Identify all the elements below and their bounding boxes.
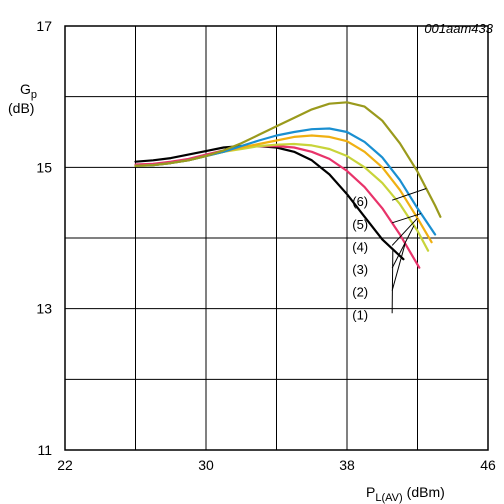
x-tick-label: 46 xyxy=(480,457,496,473)
y-axis-unit: (dB) xyxy=(8,100,34,116)
x-tick-label: 30 xyxy=(198,457,214,473)
leader-line xyxy=(391,243,406,291)
curve-label: (4) xyxy=(352,239,368,254)
y-tick-label: 11 xyxy=(37,442,52,458)
figure-code: 001aam433 xyxy=(424,21,493,36)
leader-line xyxy=(391,217,418,246)
curve-labels: (6) (5) (4) (3) (2) (1) xyxy=(352,194,368,322)
leader-line xyxy=(391,188,427,201)
x-tick-label: 38 xyxy=(339,457,355,473)
leader-line xyxy=(391,249,394,314)
y-axis-label-sub: p xyxy=(31,89,37,101)
x-axis-label-unit: (dBm) xyxy=(407,484,445,500)
y-tick-label: 15 xyxy=(36,159,52,175)
series-line-2 xyxy=(134,145,421,269)
x-axis-label: PL(AV) (dBm) xyxy=(366,484,445,504)
curve-label: (3) xyxy=(352,262,368,277)
x-axis-label-sub: L(AV) xyxy=(375,492,402,504)
curves xyxy=(134,101,442,269)
y-axis-label: Gp xyxy=(20,81,37,101)
label-leader-lines xyxy=(391,188,427,314)
x-tick-label: 22 xyxy=(57,457,73,473)
series-line-6 xyxy=(134,101,442,218)
curve-label: (2) xyxy=(352,285,368,300)
curve-label: (6) xyxy=(352,194,368,209)
plot-frame xyxy=(64,25,489,451)
curve-label: (1) xyxy=(352,307,368,322)
y-axis-label-main: G xyxy=(20,81,31,97)
grid xyxy=(64,25,489,451)
tick-labels: 22 30 38 46 11 13 15 17 xyxy=(36,18,496,473)
y-tick-label: 17 xyxy=(36,18,52,34)
y-tick-label: 13 xyxy=(36,301,52,317)
x-axis-label-main: P xyxy=(366,484,375,500)
leader-line xyxy=(391,213,422,224)
leader-line xyxy=(391,225,415,269)
curve-label: (5) xyxy=(352,217,368,232)
